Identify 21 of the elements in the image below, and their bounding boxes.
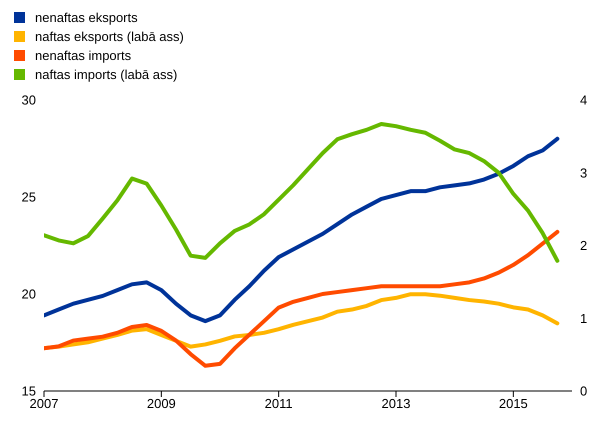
- x-tick-label: 2007: [30, 396, 58, 412]
- line-series: [44, 122, 560, 263]
- line-series: [44, 136, 560, 324]
- x-tick-label: 2015: [498, 396, 528, 412]
- legend-label: nenaftas eksports: [35, 9, 138, 27]
- y-tick-label: 15: [22, 384, 36, 399]
- y-tick-label: 30: [22, 92, 36, 108]
- line-series: [44, 230, 560, 368]
- y2-tick-label: 1: [580, 310, 588, 326]
- x-tick-label: 2011: [264, 396, 293, 412]
- y2-tick-label: 4: [580, 92, 588, 108]
- legend-label: naftas eksports (labā ass): [35, 28, 184, 46]
- y2-tick-label: 3: [580, 165, 588, 180]
- y2-tick-label: 0: [580, 384, 588, 399]
- y-tick-label: 20: [22, 286, 36, 302]
- x-tick-label: 2009: [146, 396, 176, 412]
- y-tick-label: 25: [22, 190, 36, 205]
- legend-label: nenaftas imports: [35, 47, 132, 65]
- legend-label: naftas imports (labā ass): [35, 66, 178, 84]
- x-tick-label: 2013: [382, 396, 410, 412]
- y2-tick-label: 2: [580, 238, 588, 254]
